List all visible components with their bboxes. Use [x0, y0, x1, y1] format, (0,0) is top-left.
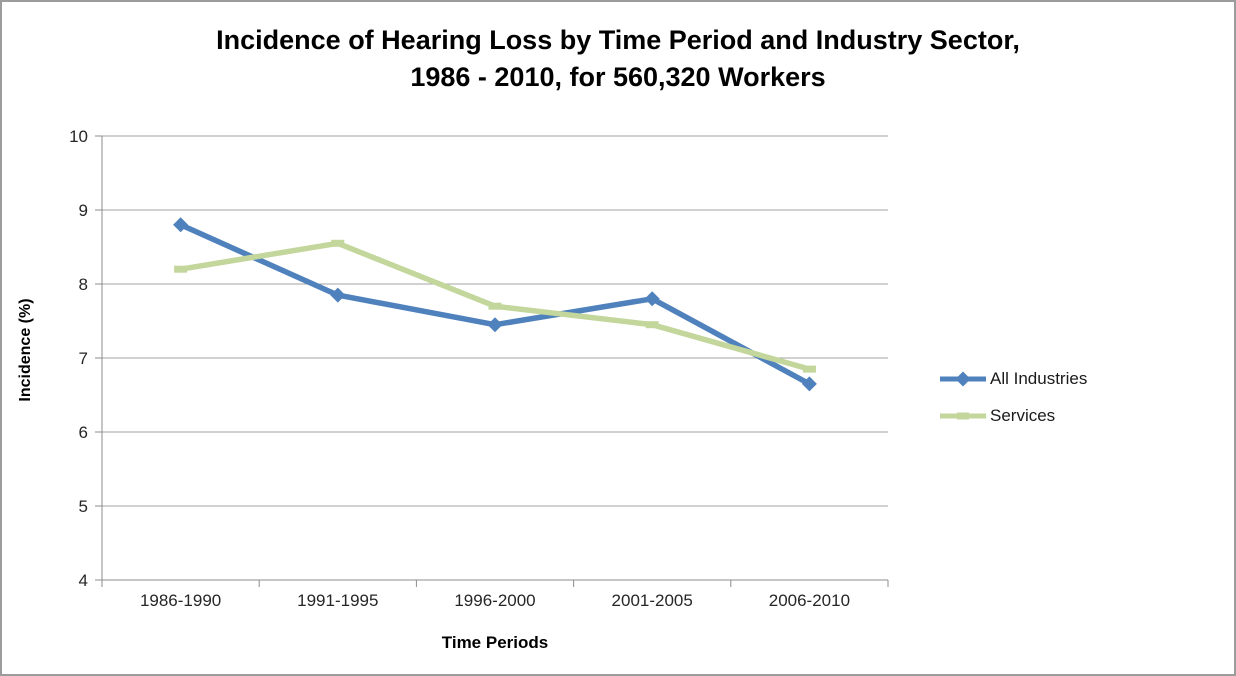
- data-point-marker: [173, 217, 189, 233]
- legend-diamond-marker-icon: [955, 371, 971, 386]
- y-tick-label: 7: [79, 349, 88, 368]
- y-tick-label: 6: [79, 423, 88, 442]
- data-point-marker: [801, 376, 817, 392]
- legend-label: Services: [990, 405, 1056, 425]
- data-point-marker: [331, 239, 345, 247]
- y-tick-label: 9: [79, 201, 88, 220]
- data-point-marker: [488, 302, 502, 310]
- x-tick-label: 2006-2010: [769, 591, 850, 610]
- x-axis-title: Time Periods: [441, 633, 549, 652]
- legend-item-services: Services: [938, 397, 1087, 434]
- data-point-marker: [644, 291, 660, 307]
- data-point-marker: [174, 265, 188, 273]
- legend: All Industries Services: [938, 360, 1087, 434]
- y-tick-label: 10: [69, 127, 88, 146]
- y-tick-label: 5: [79, 497, 88, 516]
- y-tick-label: 4: [79, 571, 88, 590]
- x-tick-label: 2001-2005: [612, 591, 693, 610]
- y-tick-label: 8: [79, 275, 88, 294]
- legend-line-marker-icon: [940, 412, 986, 419]
- data-point-marker: [645, 321, 659, 329]
- legend-line-marker-icon: [940, 371, 986, 386]
- chart-title: Incidence of Hearing Loss by Time Period…: [2, 22, 1234, 96]
- data-point-marker: [330, 287, 346, 303]
- legend-item-all-industries: All Industries: [938, 360, 1087, 397]
- chart-title-line2: 1986 - 2010, for 560,320 Workers: [410, 62, 826, 92]
- legend-dash-marker-icon: [957, 412, 969, 419]
- x-tick-label: 1996-2000: [454, 591, 535, 610]
- data-point-marker: [802, 365, 816, 373]
- x-tick-label: 1986-1990: [140, 591, 221, 610]
- legend-label: All Industries: [990, 368, 1088, 388]
- data-point-marker: [487, 317, 503, 333]
- chart-title-line1: Incidence of Hearing Loss by Time Period…: [216, 25, 1020, 55]
- x-tick-label: 1991-1995: [297, 591, 378, 610]
